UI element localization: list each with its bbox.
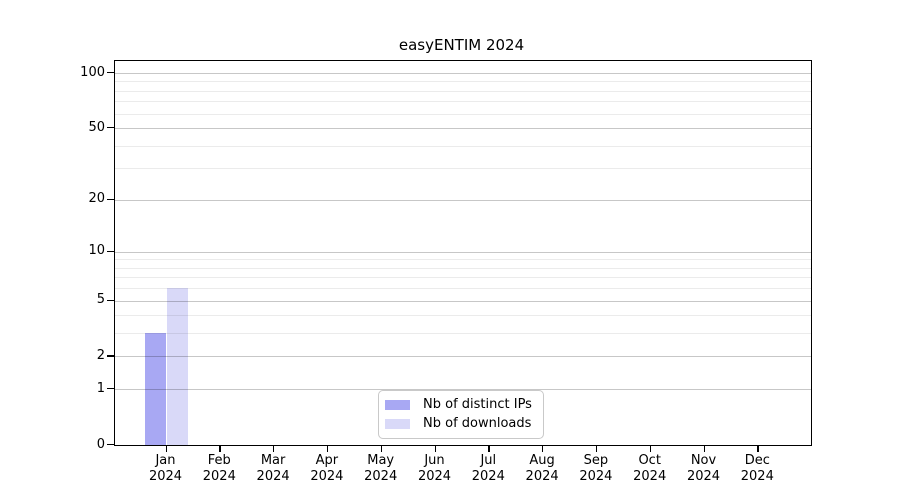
minor-gridline (114, 113, 811, 115)
x-tick-year: 2024 (310, 468, 344, 484)
x-tick-month: May (367, 453, 395, 468)
bar-distinct-ips (144, 333, 167, 445)
x-tick-year: 2024 (202, 468, 236, 484)
y-tick-mark (106, 250, 114, 253)
y-tick-mark (106, 299, 114, 301)
major-gridline (114, 199, 811, 201)
y-tick-label: 0 (96, 436, 105, 452)
x-tick-year: 2024 (633, 468, 667, 484)
y-tick-mark (106, 72, 114, 74)
x-tick-mark (326, 445, 329, 452)
minor-gridline (114, 315, 811, 317)
minor-gridline (114, 101, 811, 103)
x-tick-label: Oct 2024 (618, 453, 682, 484)
x-tick-year: 2024 (148, 468, 183, 484)
y-tick-label: 20 (88, 191, 105, 207)
x-tick-mark (488, 445, 490, 452)
x-tick-year: 2024 (364, 468, 398, 484)
x-tick-month: Feb (207, 453, 231, 468)
x-tick-year: 2024 (417, 468, 452, 484)
y-tick-mark (106, 198, 114, 200)
y-tick-mark (106, 444, 114, 446)
x-tick-label: May 2024 (349, 453, 413, 484)
x-tick-label: Jul 2024 (456, 453, 520, 484)
x-tick-mark (703, 445, 705, 452)
major-gridline (114, 389, 811, 391)
y-tick-mark (106, 355, 114, 357)
legend-label: Nb of downloads (423, 416, 532, 431)
x-tick-month: Oct (638, 453, 661, 468)
x-tick-mark (542, 445, 544, 452)
major-gridline (114, 300, 811, 302)
x-tick-mark (219, 445, 221, 452)
minor-gridline (114, 145, 811, 147)
x-tick-month: Aug (529, 453, 555, 468)
legend-swatch-downloads (385, 419, 410, 429)
x-tick-label: Dec 2024 (725, 453, 789, 484)
y-tick-mark (106, 127, 114, 129)
x-tick-month: Jul (480, 453, 497, 468)
x-tick-mark (273, 445, 275, 452)
minor-gridline (114, 259, 811, 261)
y-tick-label: 10 (88, 243, 105, 259)
minor-gridline (114, 168, 811, 170)
x-tick-year: 2024 (525, 468, 559, 484)
chart-title: easyENTIM 2024 (398, 36, 525, 54)
legend-swatch-distinct-ips (385, 400, 410, 410)
minor-gridline (114, 81, 811, 83)
x-tick-month: Mar (260, 453, 286, 468)
x-tick-label: Jun 2024 (403, 453, 467, 484)
y-tick-label: 5 (96, 292, 105, 308)
x-tick-mark (757, 445, 759, 452)
x-tick-label: Aug 2024 (510, 453, 574, 484)
bar-downloads (166, 288, 189, 445)
x-tick-mark (595, 445, 598, 452)
minor-gridline (114, 267, 811, 269)
x-tick-year: 2024 (740, 468, 774, 484)
minor-gridline (114, 288, 811, 290)
legend-label: Nb of distinct IPs (423, 397, 532, 412)
legend-item: Nb of distinct IPs (385, 397, 532, 413)
y-tick-label: 1 (96, 380, 105, 396)
y-tick-label: 100 (80, 64, 105, 80)
x-tick-label: Jan 2024 (134, 453, 198, 484)
minor-gridline (114, 277, 811, 279)
legend-item: Nb of downloads (385, 416, 532, 432)
x-tick-mark (434, 445, 436, 452)
major-gridline (114, 73, 811, 75)
x-tick-label: Sep 2024 (564, 453, 628, 484)
plot-area (113, 59, 812, 446)
y-tick-mark (106, 388, 114, 390)
legend: Nb of distinct IPs Nb of downloads (378, 390, 544, 439)
x-tick-month: Dec (744, 453, 770, 468)
major-gridline (114, 128, 811, 130)
x-tick-label: Apr 2024 (295, 453, 359, 484)
x-tick-mark (380, 445, 382, 452)
y-tick-label: 50 (88, 119, 105, 135)
major-gridline (114, 356, 811, 358)
x-tick-year: 2024 (256, 468, 290, 484)
x-tick-month: Jan (155, 453, 176, 468)
major-gridline (114, 251, 811, 253)
x-tick-month: Sep (583, 453, 609, 468)
x-tick-month: Jun (424, 453, 445, 468)
x-tick-month: Apr (315, 453, 339, 468)
x-tick-year: 2024 (471, 468, 505, 484)
minor-gridline (114, 90, 811, 92)
x-tick-label: Feb 2024 (187, 453, 251, 484)
y-tick-label: 2 (96, 347, 105, 363)
x-tick-mark (165, 445, 167, 452)
x-tick-label: Mar 2024 (241, 453, 305, 484)
x-tick-month: Nov (690, 453, 717, 468)
x-tick-mark (649, 445, 651, 452)
x-tick-year: 2024 (579, 468, 613, 484)
x-tick-label: Nov 2024 (672, 453, 736, 484)
x-tick-year: 2024 (686, 468, 721, 484)
minor-gridline (114, 333, 811, 335)
